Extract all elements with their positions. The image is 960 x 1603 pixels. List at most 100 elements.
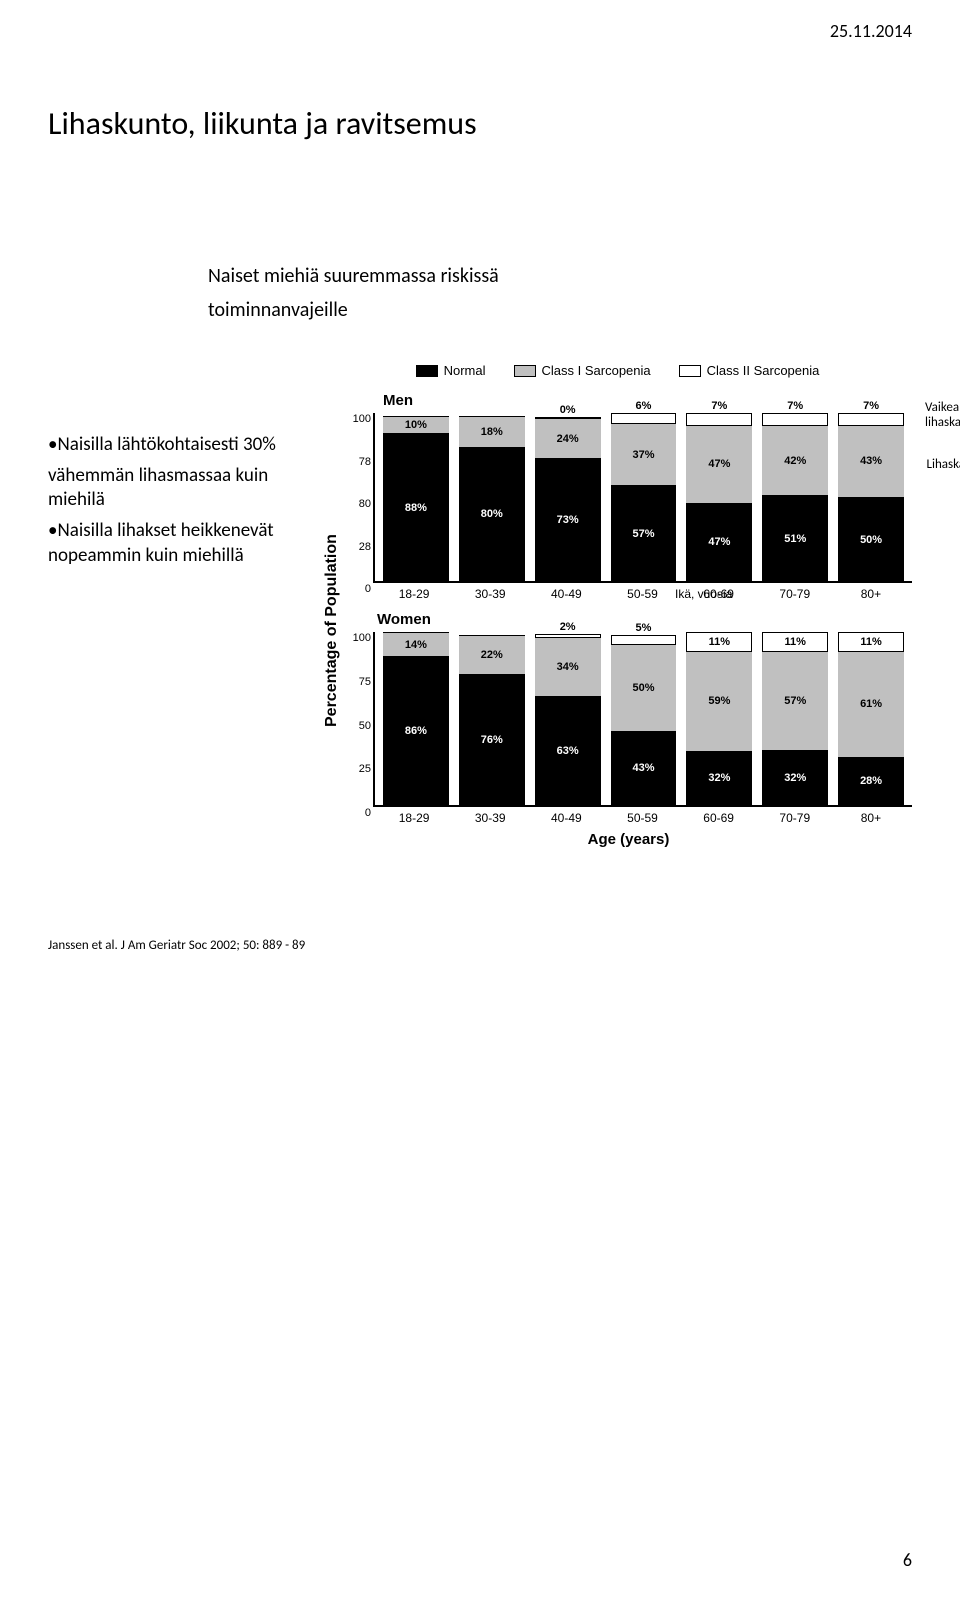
seg-class1: 42% — [762, 425, 828, 496]
bar: 11%61%28% — [838, 632, 904, 805]
seg-class1: 34% — [535, 637, 601, 696]
bar: 11%57%32% — [762, 632, 828, 805]
y-axis-label: Percentage of Population — [323, 451, 341, 811]
seg-class2: 6% — [611, 413, 677, 423]
xtick: 40-49 — [533, 587, 599, 601]
citation: Janssen et al. J Am Geriatr Soc 2002; 50… — [48, 938, 912, 953]
seg-normal: 43% — [611, 731, 677, 805]
bar: 18%80% — [459, 413, 525, 581]
seg-class1: 18% — [459, 416, 525, 446]
swatch-normal — [416, 365, 438, 377]
legend-c1-label: Class I Sarcopenia — [542, 363, 651, 378]
seg-class1: 10% — [383, 416, 449, 433]
seg-class1: 59% — [686, 651, 752, 751]
bullet-list: •Naisilla lähtökohtaisesti 30% vähemmän … — [48, 433, 323, 574]
ytick: 0 — [365, 807, 371, 819]
seg-class1: 24% — [535, 418, 601, 458]
content-row: •Naisilla lähtökohtaisesti 30% vähemmän … — [48, 363, 912, 848]
seg-normal: 32% — [686, 751, 752, 805]
subtitle-line-1: Naiset miehiä suuremmassa riskissä — [208, 263, 912, 289]
seg-normal: 63% — [535, 696, 601, 805]
seg-class1: 14% — [383, 632, 449, 656]
seg-class2: 7% — [762, 413, 828, 425]
swatch-c2 — [679, 365, 701, 377]
xtick: 30-39 — [457, 587, 523, 601]
ytick: 0 — [365, 583, 371, 595]
annot-vaikea: Vaikea lihaskato — [925, 401, 960, 431]
x-axis-label: Age (years) — [345, 831, 912, 848]
legend-class2: Class II Sarcopenia — [679, 363, 820, 378]
seg-class1: 37% — [611, 423, 677, 485]
xtick: 50-59 — [609, 811, 675, 825]
xtick: 30-39 — [457, 811, 523, 825]
seg-normal: 88% — [383, 433, 449, 581]
xtick: 18-29 — [381, 587, 447, 601]
legend-normal-label: Normal — [444, 363, 486, 378]
seg-label-above: 7% — [839, 400, 903, 412]
seg-normal: 80% — [459, 447, 525, 581]
xtick: 50-59 — [609, 587, 675, 601]
chart-column: Vaikea lihaskato Lihaskato Normal Class … — [323, 363, 912, 848]
seg-normal: 28% — [838, 757, 904, 805]
ytick: 100 — [353, 632, 371, 644]
bar: 6%37%57% — [611, 413, 677, 581]
ytick: 28 — [359, 541, 371, 553]
men-bars: 10%88%18%80%0%24%73%6%37%57%7%47%47%7%42… — [373, 413, 912, 583]
seg-label-above: 7% — [687, 400, 751, 412]
legend-c2-label: Class II Sarcopenia — [707, 363, 820, 378]
seg-normal: 76% — [459, 674, 525, 805]
women-bars: 14%86%22%76%2%34%63%5%50%43%11%59%32%11%… — [373, 632, 912, 807]
ytick: 25 — [359, 763, 371, 775]
xtick: 40-49 — [533, 811, 599, 825]
seg-class1: 43% — [838, 425, 904, 497]
legend-normal: Normal — [416, 363, 486, 378]
seg-class2: 11% — [686, 632, 752, 651]
ika-label: Ikä, vuosia — [675, 587, 960, 601]
seg-label-above: 6% — [612, 400, 676, 412]
annot-lihaskato: Lihaskato — [927, 458, 960, 473]
seg-class2: 7% — [686, 413, 752, 425]
chart-men: Percentage of Population 1007880280 10%8… — [323, 413, 912, 848]
men-yaxis: 1007880280 — [345, 413, 373, 583]
seg-class2: 11% — [762, 632, 828, 651]
xtick: 70-79 — [762, 811, 828, 825]
seg-label-above: 0% — [536, 404, 600, 416]
seg-class1: 57% — [762, 651, 828, 750]
bullet-2: vähemmän lihasmassaa kuin miehilä — [48, 464, 323, 513]
seg-class2: 7% — [838, 413, 904, 425]
seg-normal: 32% — [762, 750, 828, 805]
seg-label-above: 7% — [763, 400, 827, 412]
bar: 14%86% — [383, 632, 449, 805]
bar: 7%47%47% — [686, 413, 752, 581]
seg-normal: 73% — [535, 458, 601, 581]
bar: 7%43%50% — [838, 413, 904, 581]
women-yaxis: 1007550250 — [345, 632, 373, 807]
annot-vaikea-l1: Vaikea — [925, 401, 960, 416]
bar: 0%24%73% — [535, 413, 601, 581]
bullet-3: •Naisilla lihakset heikkenevät nopeammin… — [48, 519, 323, 568]
bar: 5%50%43% — [611, 632, 677, 805]
ytick: 75 — [359, 676, 371, 688]
subtitle-line-2: toiminnanvajeille — [208, 297, 912, 323]
ytick: 100 — [353, 413, 371, 425]
swatch-c1 — [514, 365, 536, 377]
seg-class1: 61% — [838, 651, 904, 757]
chart-legend: Normal Class I Sarcopenia Class II Sarco… — [323, 363, 912, 378]
seg-class2: 11% — [838, 632, 904, 651]
seg-class1: 47% — [686, 425, 752, 503]
ytick: 50 — [359, 720, 371, 732]
bar: 10%88% — [383, 413, 449, 581]
legend-class1: Class I Sarcopenia — [514, 363, 651, 378]
seg-normal: 51% — [762, 495, 828, 581]
seg-normal: 50% — [838, 497, 904, 581]
xtick: 80+ — [838, 811, 904, 825]
bar: 22%76% — [459, 632, 525, 805]
seg-normal: 86% — [383, 656, 449, 805]
bar: 2%34%63% — [535, 632, 601, 805]
bar: 11%59%32% — [686, 632, 752, 805]
bar: 7%42%51% — [762, 413, 828, 581]
bullet-1: •Naisilla lähtökohtaisesti 30% — [48, 433, 323, 458]
seg-class1: 50% — [611, 644, 677, 731]
xtick: 60-69 — [686, 811, 752, 825]
seg-class1: 22% — [459, 635, 525, 673]
